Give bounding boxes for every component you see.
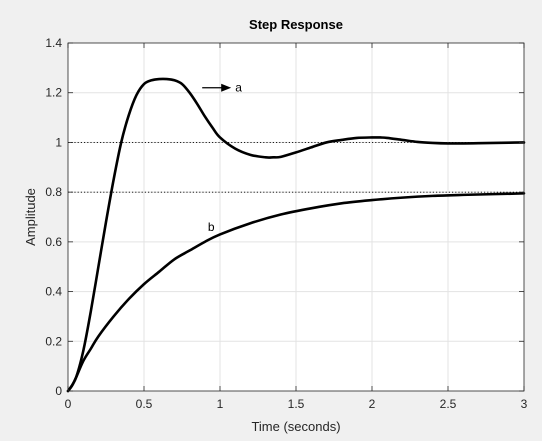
- x-tick-label: 1.5: [288, 397, 305, 411]
- y-tick-label: 0.8: [45, 185, 62, 199]
- grid-lines: [68, 43, 524, 391]
- x-tick-label: 2.5: [440, 397, 457, 411]
- annotation-arrow-head: [221, 83, 232, 92]
- x-tick-label: 2: [369, 397, 376, 411]
- y-tick-label: 0: [55, 384, 62, 398]
- x-tick-label: 0.5: [136, 397, 153, 411]
- annotations: ab: [202, 81, 242, 234]
- y-tick-label: 1: [55, 135, 62, 149]
- y-tick-label: 0.6: [45, 235, 62, 249]
- y-tick-label: 0.2: [45, 334, 62, 348]
- y-tick-label: 0.4: [45, 285, 62, 299]
- y-tick-label: 1.4: [45, 36, 62, 50]
- y-axis-label: Amplitude: [23, 188, 38, 246]
- x-tick-label: 1: [217, 397, 224, 411]
- reference-lines: [68, 141, 524, 193]
- x-tick-label: 0: [65, 397, 72, 411]
- series-line-a: [66, 77, 526, 393]
- annotation-label-a: a: [235, 81, 242, 95]
- chart-title: Step Response: [249, 17, 343, 32]
- x-axis-label: Time (seconds): [251, 419, 340, 434]
- axis-ticks: 0 0.5 1 1.5 2 2.5 3 0 0.2 0.4 0.6 0.8 1 1.2 1.4: [45, 36, 527, 411]
- x-tick-label: 3: [521, 397, 528, 411]
- series-group: [66, 77, 526, 393]
- y-tick-label: 1.2: [45, 86, 62, 100]
- annotation-label-b: b: [208, 220, 215, 234]
- series-line-b: [66, 192, 526, 393]
